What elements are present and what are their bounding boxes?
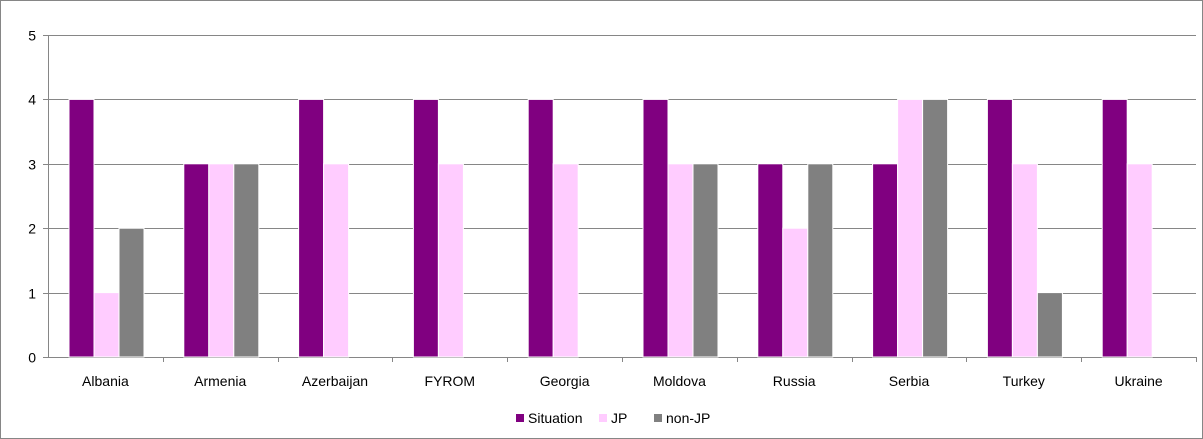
bar-jp-georgia: [552, 163, 579, 358]
x-tick-label: Armenia: [194, 373, 246, 389]
x-tick-label: FYROM: [425, 373, 476, 389]
bar-jp-russia: [782, 227, 809, 358]
y-tick-label: 3: [28, 157, 36, 173]
x-tick-label: Azerbaijan: [302, 373, 368, 389]
bar-situation-turkey: [986, 98, 1013, 358]
y-tick-labels: 0 1 2 3 4 5: [28, 28, 36, 366]
bar-situation-azerbaijan: [298, 98, 325, 358]
y-tick-label: 2: [28, 221, 36, 237]
y-tick-label: 0: [28, 350, 36, 366]
bar-situation-serbia: [872, 163, 899, 358]
bar-situation-georgia: [527, 98, 554, 358]
bar-non-jp-armenia: [233, 163, 260, 358]
x-tick-label: Albania: [82, 373, 129, 389]
bar-non-jp-serbia: [922, 98, 949, 358]
y-tick-label: 4: [28, 92, 36, 108]
bars: [68, 98, 1153, 358]
bar-jp-moldova: [667, 163, 694, 358]
y-tick-label: 5: [28, 28, 36, 44]
bar-non-jp-moldova: [692, 163, 719, 358]
bar-jp-turkey: [1011, 163, 1038, 358]
bar-jp-albania: [93, 292, 120, 358]
bar-situation-moldova: [642, 98, 669, 358]
bar-situation-russia: [757, 163, 784, 358]
x-tick-label: Moldova: [653, 373, 706, 389]
legend-swatch-non-jp: [654, 414, 662, 422]
legend-swatch-situation: [516, 414, 524, 422]
bar-situation-fyrom: [412, 98, 439, 358]
x-tick-label: Georgia: [540, 373, 590, 389]
legend-label: non-JP: [666, 410, 710, 426]
bar-situation-albania: [68, 98, 95, 358]
legend-label: JP: [611, 410, 627, 426]
bar-non-jp-turkey: [1036, 292, 1063, 358]
bar-non-jp-russia: [807, 163, 834, 358]
bar-jp-azerbaijan: [323, 163, 350, 358]
bar-jp-fyrom: [437, 163, 464, 358]
bar-jp-serbia: [897, 98, 924, 358]
bar-situation-ukraine: [1101, 98, 1128, 358]
y-tick-label: 1: [28, 286, 36, 302]
legend: Situation JP non-JP: [516, 410, 710, 426]
x-tick-label: Serbia: [889, 373, 930, 389]
x-tick-label: Turkey: [1003, 373, 1045, 389]
bar-situation-armenia: [183, 163, 210, 358]
x-tick-label: Russia: [773, 373, 816, 389]
x-tick-labels: Albania Armenia Azerbaijan FYROM Georgia Mold…: [82, 373, 1163, 389]
legend-label: Situation: [528, 410, 582, 426]
legend-swatch-jp: [599, 414, 607, 422]
bar-jp-armenia: [208, 163, 235, 358]
x-tick-label: Ukraine: [1114, 373, 1162, 389]
bar-non-jp-albania: [118, 227, 145, 358]
bar-jp-ukraine: [1126, 163, 1153, 358]
